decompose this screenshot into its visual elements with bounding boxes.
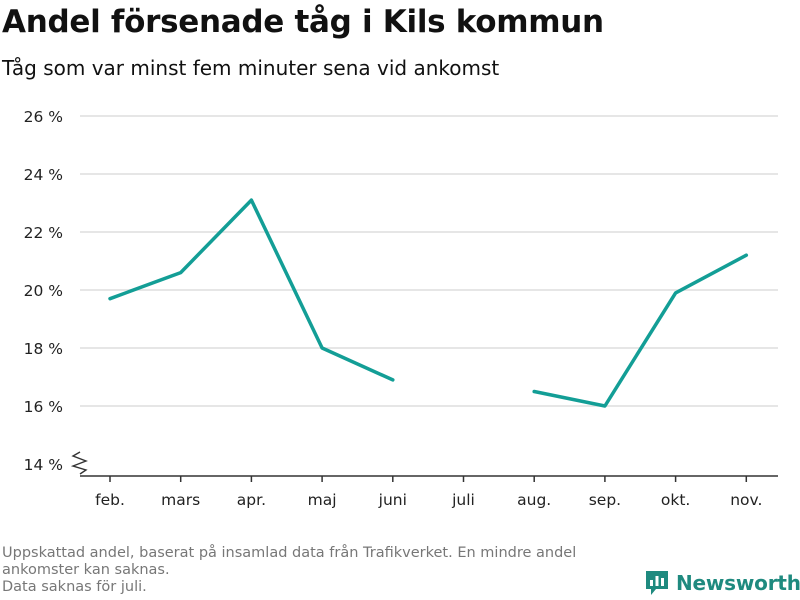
x-tick-label: feb. xyxy=(95,491,125,509)
data-point xyxy=(249,198,253,202)
y-tick-label: 26 % xyxy=(24,108,63,126)
series-line-segment xyxy=(108,198,395,382)
data-point xyxy=(320,346,324,350)
x-tick-label: apr. xyxy=(237,491,266,509)
data-point xyxy=(179,271,183,275)
x-tick-label: nov. xyxy=(730,491,762,509)
chart-subtitle: Tåg som var minst fem minuter sena vid a… xyxy=(2,56,500,80)
footnote: Uppskattad andel, baserat på insamlad da… xyxy=(2,545,642,596)
x-tick-label: maj xyxy=(308,491,337,509)
data-point xyxy=(744,253,748,257)
line-chart: 14 % 16 % 18 % 20 % 22 % 24 % 26 % feb. mars apr… xyxy=(24,108,778,509)
y-axis-tick-labels: 14 % 16 % 18 % 20 % 22 % 24 % 26 % xyxy=(24,108,63,474)
y-tick-label: 20 % xyxy=(24,282,63,300)
footnote-missing-data: Data saknas för juli. xyxy=(2,579,147,595)
x-tick-label: aug. xyxy=(517,491,551,509)
y-tick-label: 24 % xyxy=(24,166,63,184)
data-point xyxy=(603,404,607,408)
series-lines xyxy=(108,198,749,408)
series-line-segment xyxy=(532,253,749,408)
y-tick-label: 22 % xyxy=(24,224,63,242)
x-tick-label: juli xyxy=(451,491,475,509)
data-point xyxy=(391,378,395,382)
axis-break-icon xyxy=(70,451,88,475)
gridlines xyxy=(80,115,778,407)
x-tick-label: sep. xyxy=(589,491,621,509)
brand-logo: Newsworthy xyxy=(644,569,800,597)
data-point xyxy=(674,291,678,295)
x-tick-label: juni xyxy=(378,491,407,509)
x-tick-label: mars xyxy=(161,491,200,509)
y-tick-label: 14 % xyxy=(24,456,63,474)
chart-title: Andel försenade tåg i Kils kommun xyxy=(2,4,604,40)
footnote-source: Uppskattad andel, baserat på insamlad da… xyxy=(2,545,577,578)
data-point xyxy=(108,297,112,301)
brand-name: Newsworthy xyxy=(676,571,800,595)
data-point xyxy=(532,390,536,394)
y-tick-label: 18 % xyxy=(24,340,63,358)
x-tick-label: okt. xyxy=(661,491,690,509)
y-tick-label: 16 % xyxy=(24,398,63,416)
x-axis xyxy=(70,451,778,482)
bar-chart-logo-icon xyxy=(646,571,668,595)
x-axis-tick-labels: feb. mars apr. maj juni juli aug. sep. okt. nov. xyxy=(95,491,762,509)
